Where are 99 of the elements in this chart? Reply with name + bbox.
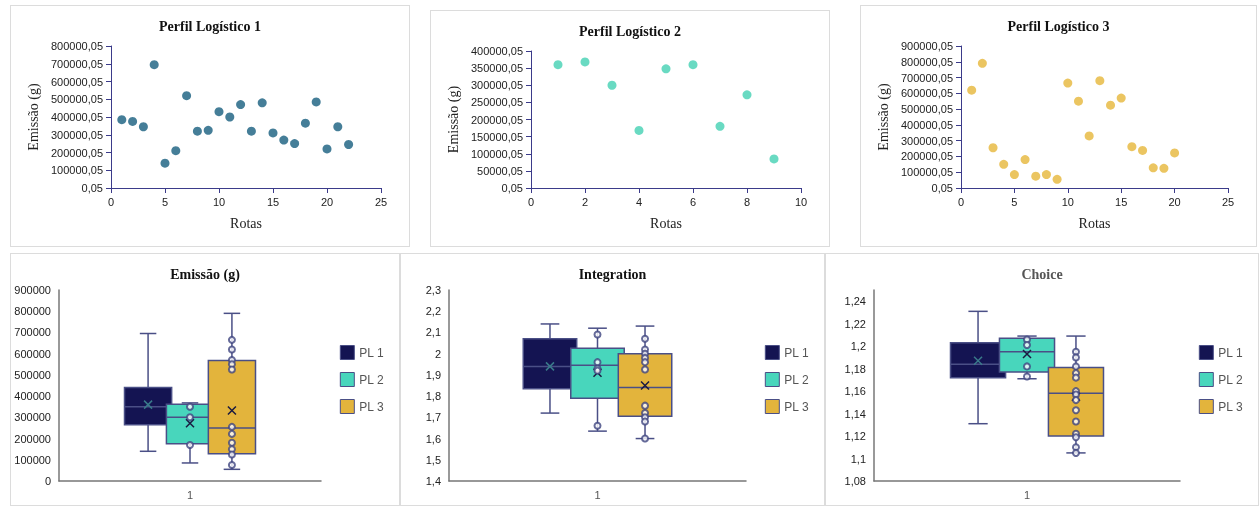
x-axis-title: Rotas — [650, 215, 682, 231]
y-tick-label: 1,18 — [844, 362, 866, 375]
chart-title: Perfil Logístico 3 — [1007, 18, 1110, 34]
y-tick-label: 500000 — [14, 368, 51, 381]
y-tick-label: 300000 — [14, 411, 51, 424]
legend-label: PL 2 — [359, 372, 384, 387]
y-tick-label: 300000,05 — [471, 79, 523, 92]
y-tick-label: 300000,05 — [51, 128, 103, 141]
y-tick-label: 900000 — [14, 284, 51, 296]
y-tick-label: 1,14 — [844, 407, 866, 420]
legend-label: PL 3 — [1218, 399, 1243, 414]
legend-label: PL 2 — [784, 372, 809, 387]
x-tick-label: 25 — [374, 195, 388, 208]
x-tick-label: 4 — [635, 195, 643, 208]
x-tick-label: 15 — [1115, 195, 1128, 208]
y-tick-label: 200000,05 — [901, 150, 953, 163]
y-tick-label: 1,24 — [844, 295, 866, 308]
legend-label: PL 3 — [359, 399, 384, 414]
legend-label: PL 2 — [1218, 372, 1243, 387]
y-tick-label: 1,1 — [850, 452, 866, 465]
y-tick-label: 1,22 — [844, 317, 866, 330]
y-tick-label: 200000,05 — [51, 146, 103, 159]
y-tick-label: 50000,05 — [477, 164, 523, 177]
y-tick-label: 1,16 — [844, 385, 866, 398]
x-tick-label: 1 — [1023, 488, 1031, 501]
x-tick-label: 0 — [957, 195, 965, 208]
y-tick-label: 600000 — [14, 347, 51, 360]
y-tick-label: 600000,05 — [51, 75, 103, 88]
y-tick-label: 0 — [44, 475, 51, 487]
x-tick-label: 15 — [266, 195, 280, 208]
x-tick-label: 6 — [689, 195, 697, 208]
y-tick-label: 700000,05 — [51, 57, 103, 70]
x-tick-label: 0 — [527, 195, 535, 208]
x-tick-label: 10 — [794, 195, 808, 208]
y-tick-label: 1,12 — [844, 430, 866, 443]
y-tick-label: 1,9 — [425, 368, 441, 381]
y-tick-label: 150000,05 — [471, 130, 523, 143]
y-tick-label: 0,05 — [931, 182, 953, 194]
x-tick-label: 20 — [320, 195, 334, 208]
y-tick-label: 2,2 — [425, 305, 441, 318]
x-tick-label: 20 — [1168, 195, 1181, 208]
x-tick-label: 25 — [1221, 195, 1235, 208]
y-tick-label: 1,5 — [425, 453, 441, 466]
y-tick-label: 200000,05 — [471, 113, 523, 126]
x-tick-label: 2 — [581, 195, 589, 208]
y-tick-label: 2,3 — [425, 284, 441, 296]
chart-title: Perfil Logístico 1 — [159, 18, 261, 34]
y-tick-label: 100000,05 — [51, 164, 103, 177]
y-tick-label: 1,4 — [425, 475, 441, 487]
legend-label: PL 1 — [784, 345, 809, 360]
y-tick-label: 400000,05 — [51, 111, 103, 123]
y-tick-label: 300000,05 — [901, 134, 953, 147]
y-tick-label: 800000,05 — [901, 55, 953, 68]
x-tick-label: 1 — [594, 488, 601, 501]
y-tick-label: 0,05 — [81, 182, 103, 194]
y-tick-label: 2 — [434, 347, 441, 360]
x-tick-label: 1 — [186, 488, 194, 501]
y-tick-label: 1,8 — [425, 390, 441, 403]
y-tick-label: 500000,05 — [901, 103, 953, 116]
y-tick-label: 1,08 — [844, 475, 866, 487]
y-tick-label: 100000,05 — [471, 147, 523, 160]
y-tick-label: 100000,05 — [901, 166, 953, 179]
legend-label: PL 1 — [359, 345, 384, 360]
y-tick-label: 200000 — [14, 432, 51, 445]
y-tick-label: 100000 — [14, 453, 51, 466]
y-tick-label: 2,1 — [425, 326, 441, 339]
x-tick-label: 8 — [743, 195, 751, 208]
y-axis-title: Emissão (g) — [445, 85, 462, 154]
x-tick-label: 5 — [161, 195, 169, 208]
y-axis-title: Emissão (g) — [25, 83, 42, 151]
legend-label: PL 1 — [1218, 345, 1243, 360]
y-tick-label: 500000,05 — [51, 93, 103, 106]
y-tick-label: 600000,05 — [901, 87, 953, 100]
y-tick-label: 350000,05 — [471, 62, 523, 75]
y-tick-label: 400000,05 — [901, 118, 953, 131]
y-tick-label: 900000,05 — [901, 40, 953, 52]
legend-label: PL 3 — [784, 399, 809, 414]
chart-title: Perfil Logístico 2 — [579, 23, 681, 39]
x-axis-title: Rotas — [230, 215, 262, 231]
x-axis-title: Rotas — [1078, 215, 1111, 231]
y-tick-label: 400000 — [14, 390, 51, 403]
x-tick-label: 10 — [212, 195, 226, 208]
chart-title: Emissão (g) — [170, 266, 241, 283]
y-tick-label: 800000 — [14, 305, 51, 318]
y-tick-label: 1,6 — [425, 432, 441, 445]
y-tick-label: 400000,05 — [471, 45, 523, 57]
y-tick-label: 250000,05 — [471, 96, 523, 109]
y-tick-label: 1,2 — [850, 340, 866, 353]
y-tick-label: 700000,05 — [901, 71, 953, 84]
x-tick-label: 10 — [1061, 195, 1074, 208]
chart-title: Choice — [1021, 266, 1063, 282]
x-tick-label: 0 — [107, 195, 115, 208]
y-tick-label: 700000 — [14, 326, 51, 339]
y-tick-label: 0,05 — [501, 182, 523, 194]
y-tick-label: 1,7 — [425, 411, 441, 424]
y-axis-title: Emissão (g) — [875, 83, 892, 151]
chart-title: Integration — [578, 266, 647, 282]
y-tick-label: 800000,05 — [51, 40, 103, 52]
x-tick-label: 5 — [1011, 195, 1018, 208]
